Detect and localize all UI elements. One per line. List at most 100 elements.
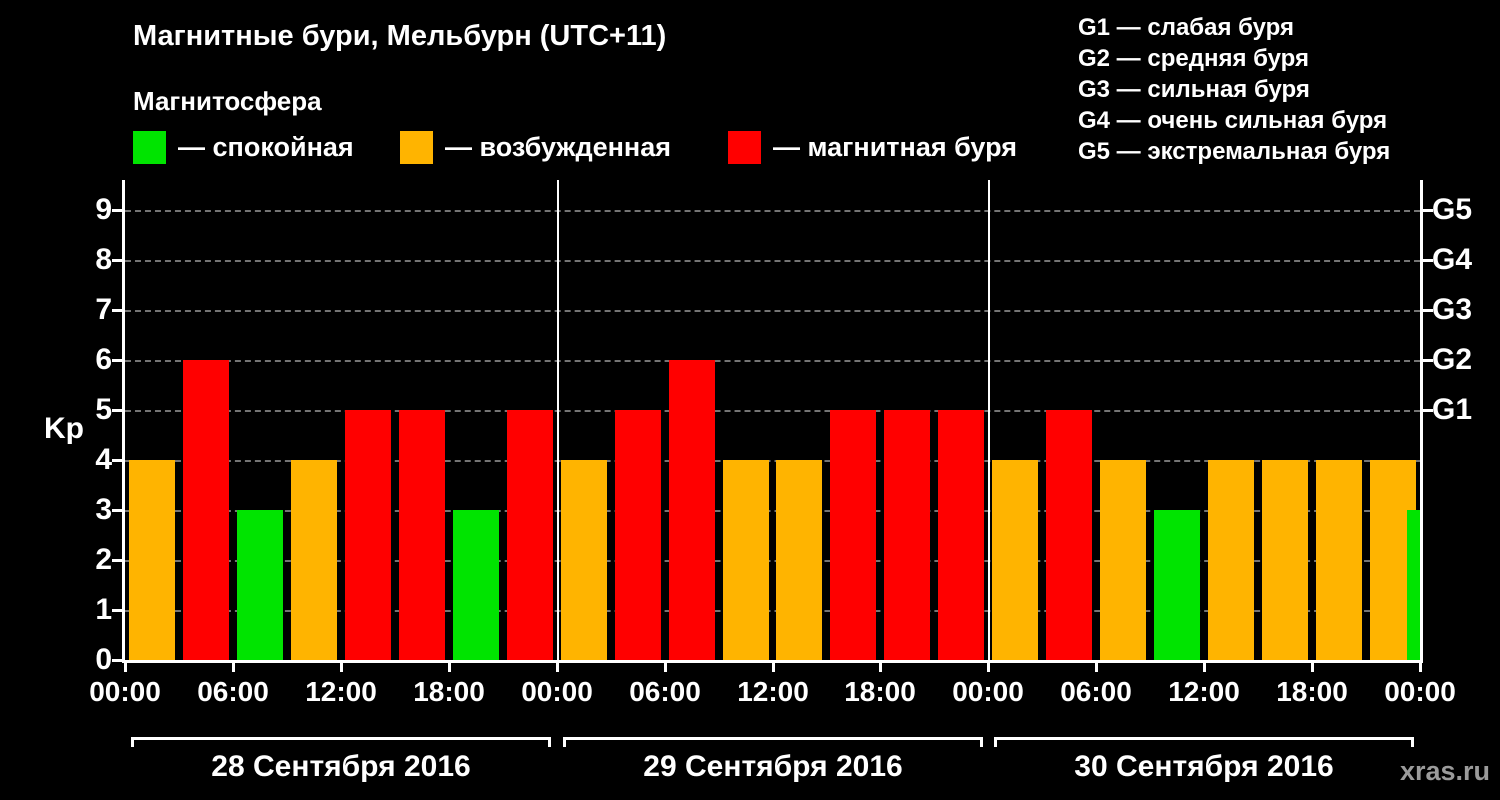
time-tick-mark xyxy=(232,663,235,672)
kp-gridline xyxy=(125,610,1420,612)
g-scale-tick-label: G3 xyxy=(1432,293,1473,326)
kp-bar xyxy=(615,410,661,660)
g-scale-tick-label: G4 xyxy=(1432,243,1473,276)
g-scale-tick-mark xyxy=(1423,259,1433,262)
kp-bar xyxy=(938,410,984,660)
time-tick-mark xyxy=(1095,663,1098,672)
kp-bar xyxy=(237,510,283,660)
y-axis-label: Kp xyxy=(44,412,84,445)
day-range-bracket xyxy=(131,737,551,747)
storm-scale-g2: G2 — средняя буря xyxy=(1078,45,1309,72)
kp-bar xyxy=(183,360,229,660)
kp-gridline xyxy=(125,260,1420,262)
kp-tick-label: 5 xyxy=(95,393,112,426)
day-separator-line xyxy=(557,180,559,660)
legend-label-quiet: — спокойная xyxy=(178,131,354,162)
kp-bar xyxy=(1208,460,1254,660)
kp-bar xyxy=(453,510,499,660)
time-tick-label: 12:00 xyxy=(737,676,809,707)
kp-bar xyxy=(399,410,445,660)
day-range-bracket xyxy=(563,737,983,747)
kp-bar xyxy=(345,410,391,660)
time-tick-label: 12:00 xyxy=(1168,676,1240,707)
date-range-label: 29 Сентября 2016 xyxy=(643,750,903,783)
kp-bar xyxy=(992,460,1038,660)
kp-tick-mark xyxy=(112,609,122,612)
excited-color-swatch-icon xyxy=(400,130,433,164)
page-title: Магнитные бури, Мельбурн (UTC+11) xyxy=(133,20,667,52)
g-scale-tick-mark xyxy=(1423,359,1433,362)
time-tick-label: 18:00 xyxy=(1276,676,1348,707)
kp-tick-mark xyxy=(112,359,122,362)
kp-bar xyxy=(1262,460,1308,660)
quiet-color-swatch-icon xyxy=(133,130,166,164)
legend-item-storm: — магнитная буря xyxy=(728,130,1017,164)
kp-bar xyxy=(884,410,930,660)
time-tick-mark xyxy=(556,663,559,672)
kp-gridline xyxy=(125,210,1420,212)
kp-tick-label: 2 xyxy=(95,543,112,576)
time-tick-mark xyxy=(124,663,127,672)
kp-tick-label: 7 xyxy=(95,293,112,326)
g-scale-tick-label: G1 xyxy=(1432,393,1473,426)
g-scale-tick-mark xyxy=(1423,209,1433,212)
y-axis-right xyxy=(1420,180,1423,663)
legend-item-quiet: — спокойная xyxy=(133,130,354,164)
kp-bar xyxy=(507,410,553,660)
storm-scale-legend: G1 — слабая буря G2 — средняя буря G3 — … xyxy=(1078,12,1390,167)
g-scale-tick-mark xyxy=(1423,309,1433,312)
kp-bar xyxy=(1316,460,1362,660)
kp-bar xyxy=(1154,510,1200,660)
kp-bar xyxy=(291,460,337,660)
kp-tick-mark xyxy=(112,209,122,212)
kp-gridline xyxy=(125,560,1420,562)
kp-gridline xyxy=(125,310,1420,312)
legend-label-storm: — магнитная буря xyxy=(773,131,1017,162)
magnetosphere-label: Магнитосфера xyxy=(133,86,322,116)
time-tick-label: 00:00 xyxy=(521,676,593,707)
day-range-bracket xyxy=(994,737,1414,747)
kp-tick-mark xyxy=(112,509,122,512)
storm-scale-g4: G4 — очень сильная буря xyxy=(1078,107,1388,134)
kp-tick-mark xyxy=(112,659,122,662)
kp-gridline xyxy=(125,360,1420,362)
g-scale-tick-label: G2 xyxy=(1432,343,1473,376)
x-axis xyxy=(122,660,1423,663)
time-tick-label: 00:00 xyxy=(89,676,161,707)
g-scale-tick-label: G5 xyxy=(1432,193,1473,226)
watermark: xras.ru xyxy=(1399,756,1490,786)
time-tick-mark xyxy=(340,663,343,672)
time-tick-mark xyxy=(448,663,451,672)
kp-tick-label: 3 xyxy=(95,493,112,526)
kp-bar xyxy=(1046,410,1092,660)
time-tick-mark xyxy=(987,663,990,672)
storm-scale-g3: G3 — сильная буря xyxy=(1078,76,1310,103)
kp-gridline xyxy=(125,410,1420,412)
kp-tick-label: 9 xyxy=(95,193,112,226)
kp-bar xyxy=(776,460,822,660)
time-tick-mark xyxy=(879,663,882,672)
time-tick-mark xyxy=(1419,663,1422,672)
kp-tick-mark xyxy=(112,559,122,562)
time-tick-label: 00:00 xyxy=(952,676,1024,707)
time-tick-mark xyxy=(1311,663,1314,672)
date-range-label: 30 Сентября 2016 xyxy=(1074,750,1334,783)
kp-gridline xyxy=(125,460,1420,462)
kp-tick-mark xyxy=(112,409,122,412)
g-scale-tick-mark xyxy=(1423,409,1433,412)
kp-tick-mark xyxy=(112,459,122,462)
kp-bar xyxy=(1100,460,1146,660)
kp-bar xyxy=(830,410,876,660)
time-tick-label: 12:00 xyxy=(305,676,377,707)
time-tick-mark xyxy=(664,663,667,672)
storm-scale-g5: G5 — экстремальная буря xyxy=(1078,138,1391,165)
kp-bar-partial xyxy=(1407,510,1420,660)
kp-bar xyxy=(561,460,607,660)
plot-area xyxy=(125,180,1420,660)
kp-tick-mark xyxy=(112,309,122,312)
time-tick-label: 06:00 xyxy=(197,676,269,707)
time-tick-mark xyxy=(772,663,775,672)
date-range-label: 28 Сентября 2016 xyxy=(211,750,471,783)
legend-label-excited: — возбужденная xyxy=(445,131,671,162)
